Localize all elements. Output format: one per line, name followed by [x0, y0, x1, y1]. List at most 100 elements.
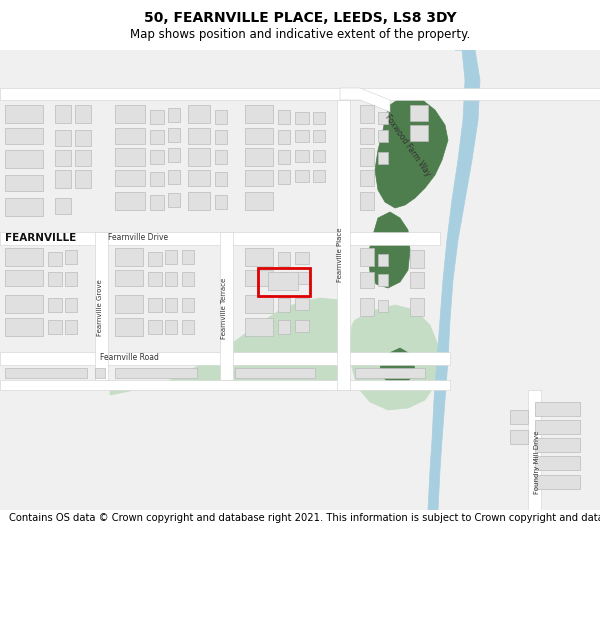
Bar	[245, 318, 273, 336]
Bar	[75, 105, 91, 123]
Bar	[313, 112, 325, 124]
Bar	[215, 150, 227, 164]
Text: Foxwood Farm Way: Foxwood Farm Way	[383, 112, 433, 178]
Polygon shape	[110, 298, 350, 395]
Polygon shape	[340, 88, 390, 112]
Bar	[150, 130, 164, 144]
Bar	[278, 320, 290, 334]
Bar	[55, 150, 71, 166]
Bar	[115, 318, 143, 336]
Bar	[510, 430, 528, 444]
Bar	[182, 250, 194, 264]
Text: FEARNVILLE: FEARNVILLE	[5, 233, 76, 243]
Bar	[295, 150, 309, 162]
Bar	[215, 172, 227, 186]
Bar	[378, 254, 388, 266]
Bar	[535, 475, 580, 489]
Bar	[378, 300, 388, 312]
Bar	[295, 272, 309, 284]
Bar	[258, 268, 310, 296]
Bar	[235, 368, 315, 378]
Bar	[165, 272, 177, 286]
Bar	[188, 192, 210, 210]
Bar	[188, 105, 210, 123]
Bar	[245, 128, 273, 144]
Bar	[295, 112, 309, 124]
Bar	[5, 198, 43, 216]
Bar	[182, 320, 194, 334]
Text: Fearnville Place: Fearnville Place	[337, 228, 343, 282]
Bar	[168, 193, 180, 207]
Bar	[278, 252, 290, 266]
Bar	[510, 410, 528, 424]
Bar	[95, 232, 108, 380]
Bar	[278, 272, 290, 286]
Bar	[165, 250, 177, 264]
Bar	[55, 198, 71, 214]
Text: Fearnville Terrace: Fearnville Terrace	[221, 278, 227, 339]
Bar	[115, 128, 145, 144]
Bar	[410, 125, 428, 141]
Bar	[535, 402, 580, 416]
Bar	[150, 195, 164, 210]
Bar	[0, 88, 600, 100]
Bar	[115, 192, 145, 210]
Polygon shape	[368, 212, 410, 288]
Bar	[75, 130, 91, 146]
Bar	[295, 320, 309, 332]
Bar	[245, 148, 273, 166]
Bar	[182, 298, 194, 312]
Bar	[148, 298, 162, 312]
Bar	[378, 152, 388, 164]
Text: Fearnville Grove: Fearnville Grove	[97, 279, 103, 336]
Bar	[410, 250, 424, 268]
Bar	[245, 192, 273, 210]
Text: Fearnville Drive: Fearnville Drive	[108, 234, 168, 242]
Bar	[355, 368, 425, 378]
Bar	[360, 170, 374, 186]
Bar	[188, 170, 210, 186]
Bar	[313, 170, 325, 182]
Bar	[168, 128, 180, 142]
Bar	[168, 148, 180, 162]
Bar	[65, 298, 77, 312]
Bar	[115, 270, 143, 286]
Bar	[313, 150, 325, 162]
Bar	[55, 105, 71, 123]
Bar	[360, 148, 374, 166]
Bar	[65, 320, 77, 334]
Bar	[150, 150, 164, 164]
Bar	[295, 252, 309, 264]
Bar	[410, 105, 428, 121]
Bar	[5, 295, 43, 313]
Polygon shape	[380, 348, 415, 385]
Bar	[150, 110, 164, 124]
Bar	[360, 192, 374, 210]
Bar	[535, 438, 580, 452]
Text: Fearnville Road: Fearnville Road	[100, 354, 159, 362]
Polygon shape	[375, 95, 448, 208]
Bar	[535, 420, 580, 434]
Bar	[295, 170, 309, 182]
Bar	[215, 195, 227, 209]
Bar	[115, 368, 197, 378]
Bar	[528, 390, 541, 510]
Bar	[360, 272, 374, 288]
Bar	[75, 150, 91, 166]
Bar	[360, 298, 374, 316]
Bar	[75, 170, 91, 188]
Bar	[148, 252, 162, 266]
Bar	[5, 128, 43, 144]
Bar	[115, 248, 143, 266]
Text: Contains OS data © Crown copyright and database right 2021. This information is : Contains OS data © Crown copyright and d…	[9, 514, 600, 524]
Bar	[48, 320, 62, 334]
Bar	[168, 170, 180, 184]
Bar	[5, 318, 43, 336]
Bar	[535, 456, 580, 470]
Bar	[5, 175, 43, 191]
Bar	[378, 112, 388, 124]
Bar	[5, 270, 43, 286]
Bar	[245, 248, 273, 266]
Bar	[245, 270, 273, 286]
Bar	[360, 128, 374, 144]
